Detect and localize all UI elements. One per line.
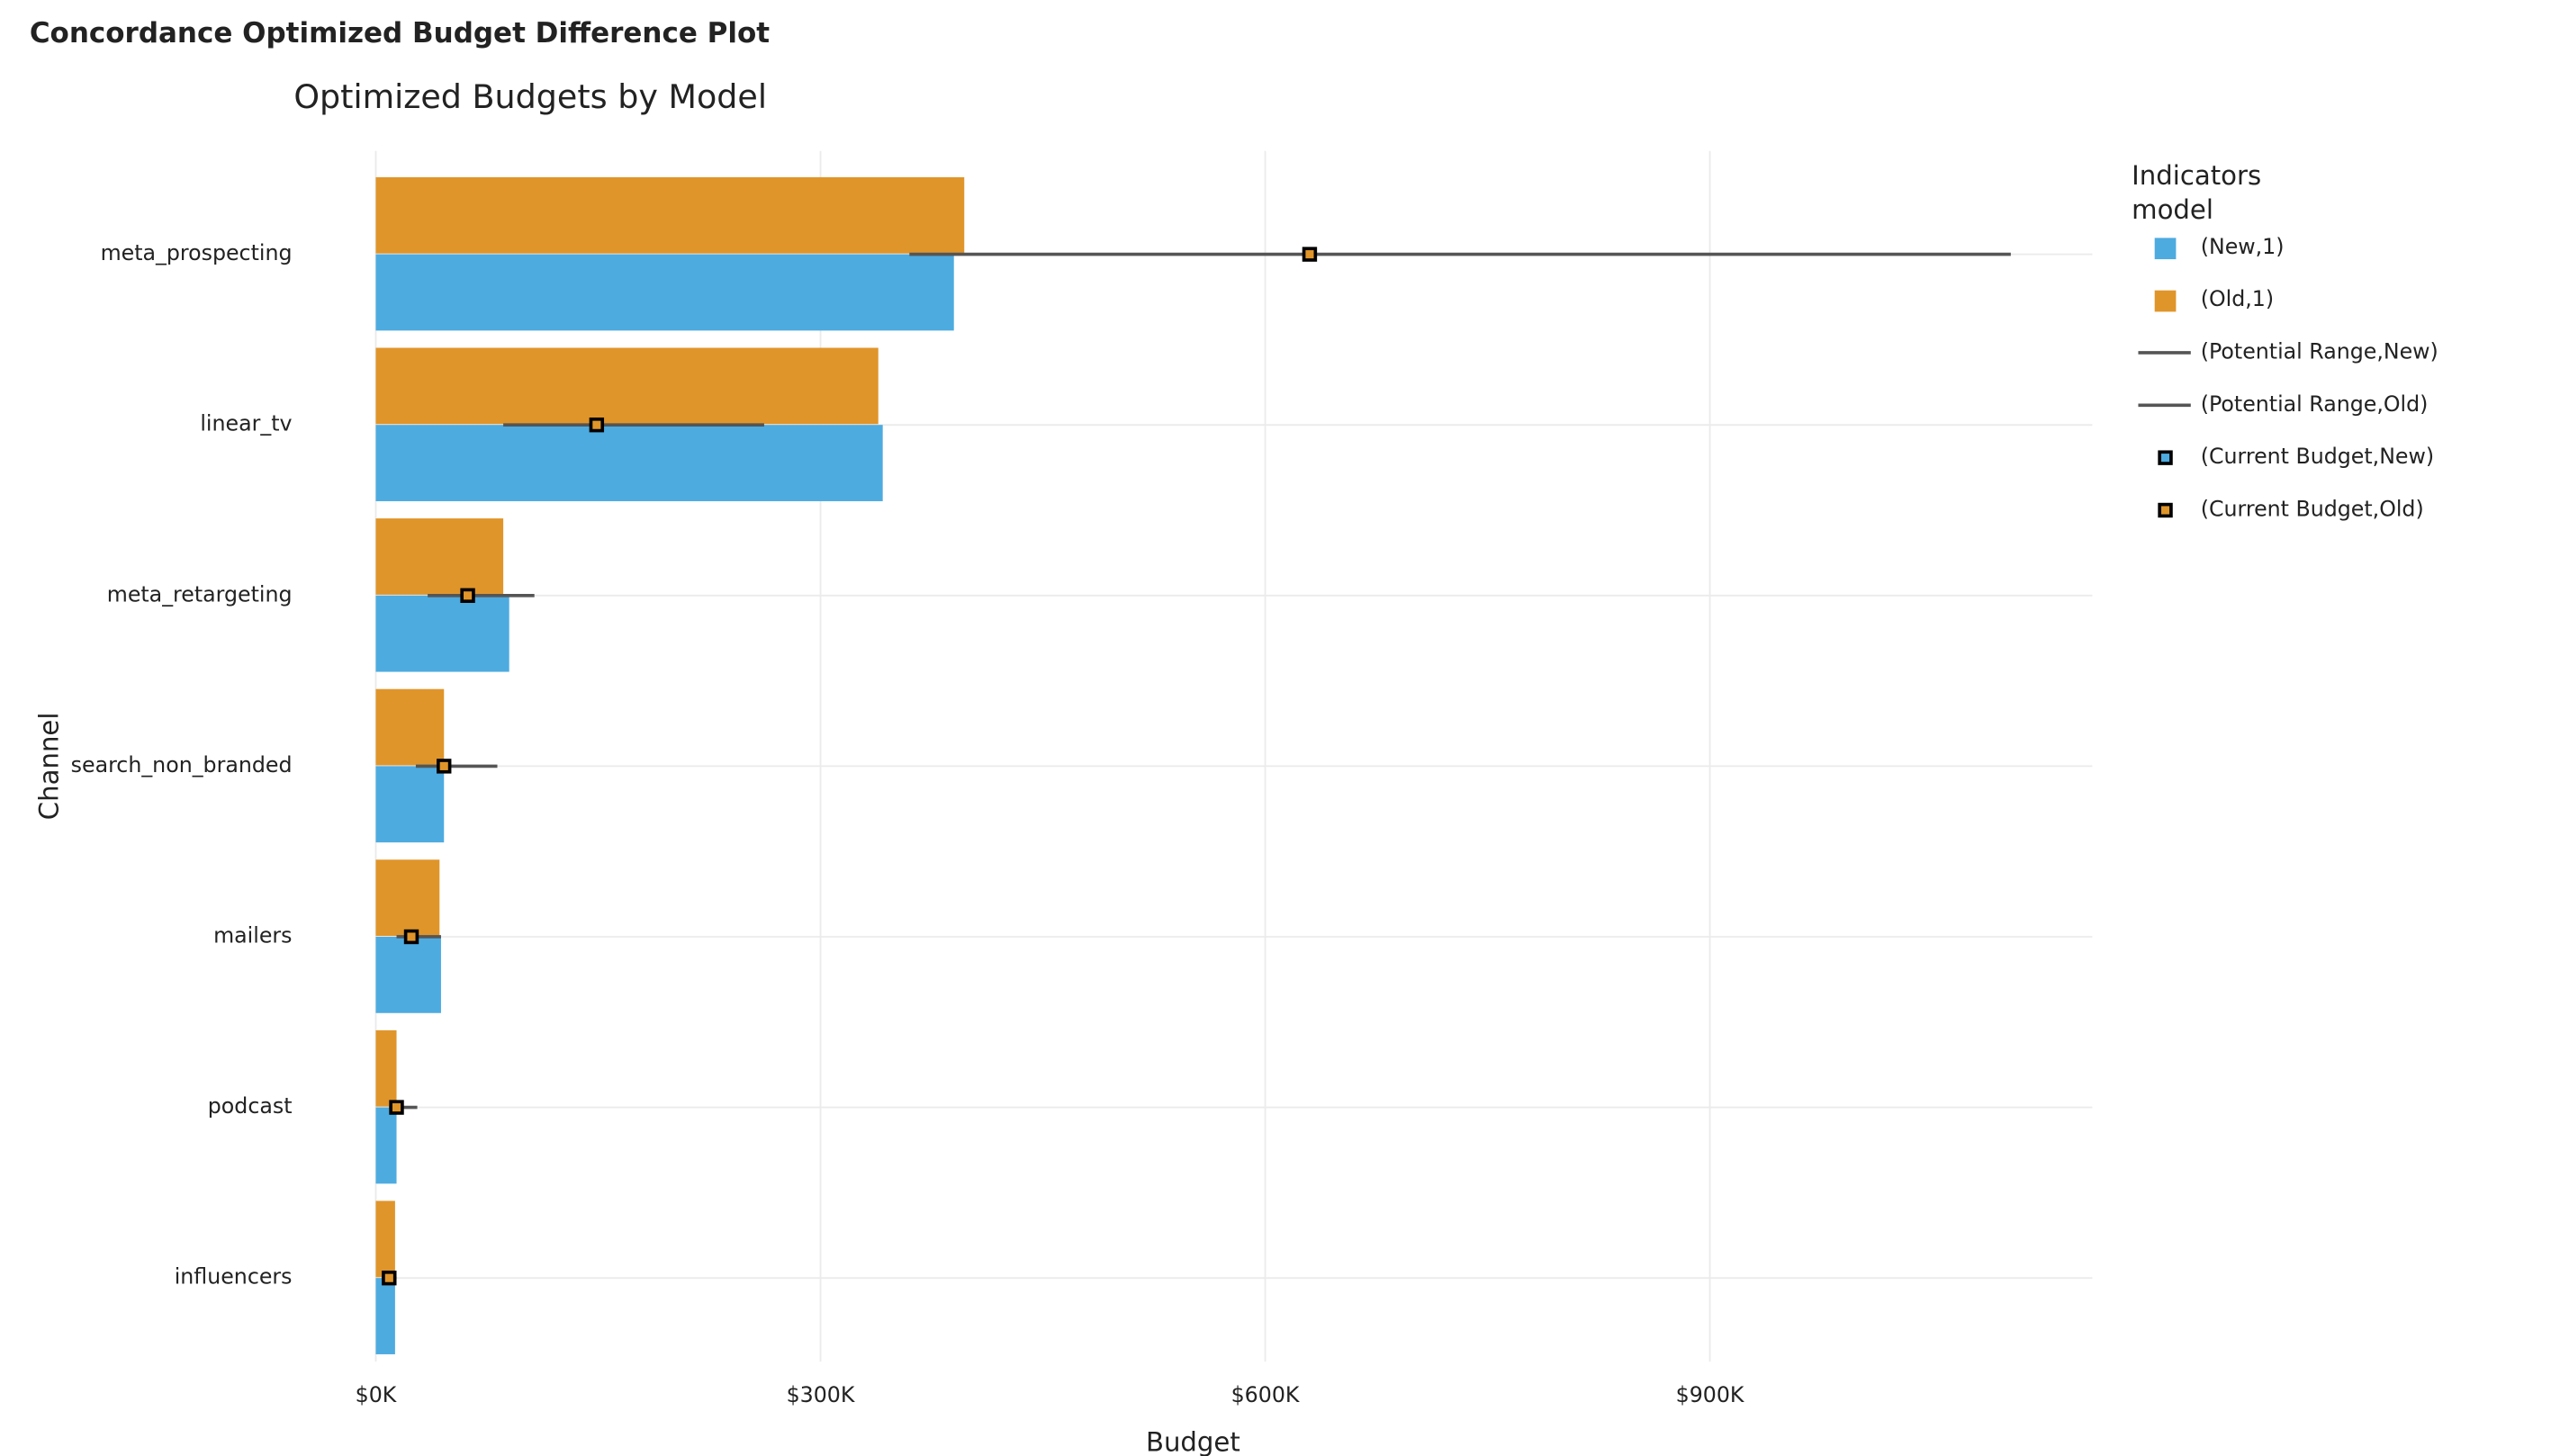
bar — [375, 595, 509, 672]
page-title: Concordance Optimized Budget Difference … — [30, 17, 770, 49]
legend-title: model — [2132, 194, 2213, 225]
legend-marker — [2158, 450, 2173, 465]
bar — [375, 347, 879, 425]
bar — [375, 1200, 395, 1278]
legend-label: (New,1) — [2201, 234, 2285, 259]
y-axis-title: Channel — [34, 713, 65, 821]
bar — [375, 766, 445, 843]
y-tick-label: meta_prospecting — [101, 240, 293, 265]
current-budget-marker — [460, 588, 475, 603]
legend-swatch — [2154, 290, 2177, 312]
legend-label: (Current Budget,New) — [2201, 444, 2434, 469]
current-budget-marker — [403, 929, 419, 945]
legend-label: (Potential Range,Old) — [2201, 391, 2429, 417]
y-tick-label: linear_tv — [200, 411, 292, 436]
legend-label: (Current Budget,Old) — [2201, 496, 2424, 521]
x-axis-title: Budget — [1146, 1426, 1240, 1456]
x-tick-label: $0K — [356, 1382, 398, 1407]
current-budget-marker — [437, 759, 452, 774]
bar — [375, 1029, 397, 1107]
current-budget-marker — [382, 1270, 397, 1286]
y-tick-label: meta_retargeting — [107, 581, 293, 607]
bar — [375, 688, 445, 766]
bar — [375, 1107, 397, 1184]
current-budget-marker — [589, 417, 605, 433]
bar — [375, 425, 883, 501]
legend-swatch — [2154, 238, 2177, 260]
bar — [375, 859, 440, 937]
legend-marker — [2158, 502, 2173, 518]
y-tick-label: influencers — [175, 1264, 293, 1290]
bar — [375, 254, 954, 331]
chart-title: Optimized Budgets by Model — [293, 77, 767, 116]
y-tick-label: search_non_branded — [71, 752, 293, 777]
legend-title: Indicators — [2132, 160, 2261, 191]
x-tick-label: $900K — [1676, 1382, 1745, 1407]
y-tick-label: podcast — [208, 1093, 293, 1119]
bar — [375, 176, 965, 254]
bar — [375, 518, 504, 595]
x-tick-label: $600K — [1231, 1382, 1301, 1407]
y-tick-label: mailers — [213, 922, 292, 948]
current-budget-marker — [389, 1100, 404, 1115]
legend-label: (Potential Range,New) — [2201, 338, 2438, 364]
bar — [375, 936, 441, 1013]
current-budget-marker — [1302, 247, 1318, 262]
legend-label: (Old,1) — [2201, 286, 2274, 311]
x-tick-label: $300K — [787, 1382, 856, 1407]
bar — [375, 1278, 395, 1354]
